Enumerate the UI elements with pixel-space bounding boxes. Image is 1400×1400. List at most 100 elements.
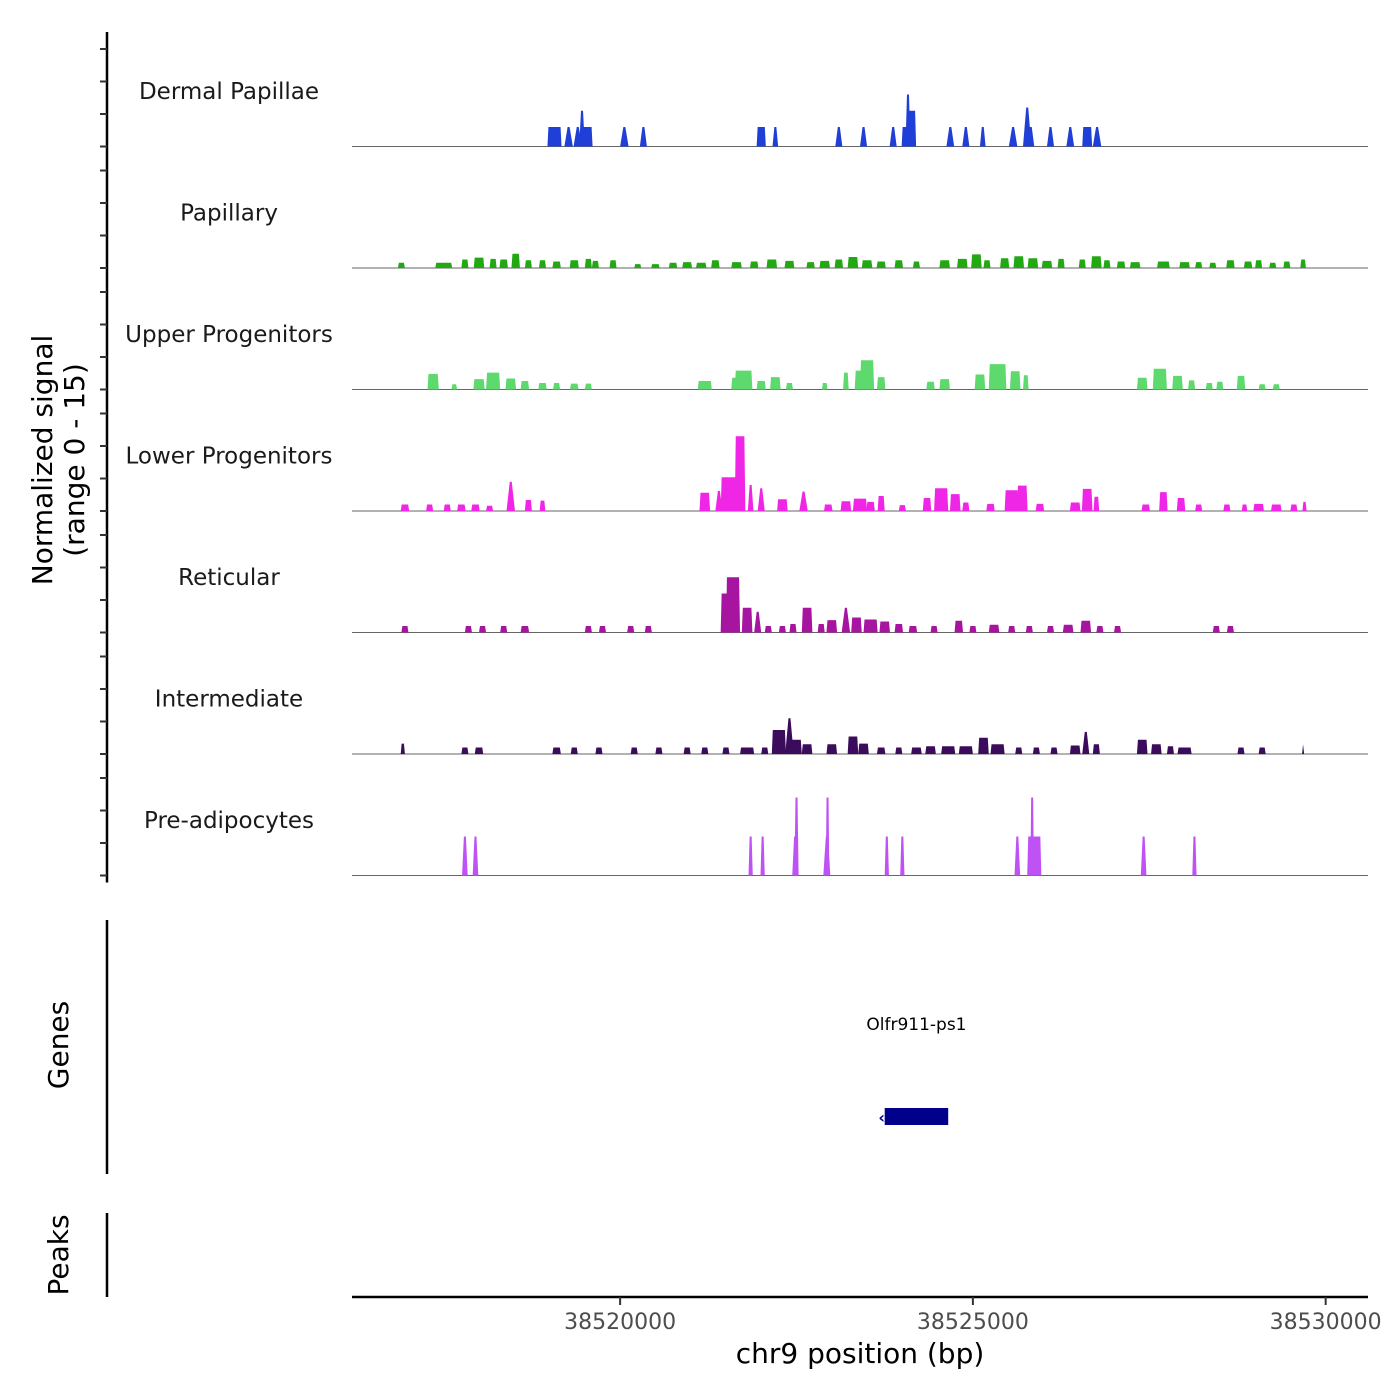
signal-peak: [473, 257, 485, 268]
signal-peak: [538, 383, 547, 390]
signal-peak: [894, 624, 904, 633]
signal-peak: [898, 505, 906, 511]
signal-peak: [974, 374, 986, 390]
signal-peak: [520, 381, 530, 390]
signal-peak: [1209, 262, 1217, 268]
signal-peak: [1027, 127, 1035, 147]
signal-peak: [634, 264, 642, 268]
signal-peak: [1151, 744, 1162, 754]
track-label: Intermediate: [155, 687, 303, 713]
track-upper-progenitors: Upper Progenitors: [125, 322, 1368, 390]
signal-peak: [1116, 261, 1126, 268]
signal-peak: [1080, 620, 1092, 633]
signal-peak: [1253, 503, 1264, 511]
signal-peak: [841, 607, 851, 633]
signal-peak: [826, 744, 838, 754]
signal-peak: [734, 436, 746, 511]
signal-peak: [747, 485, 754, 511]
signal-peak: [570, 747, 578, 754]
signal-peak: [834, 259, 844, 268]
signal-peak: [1008, 127, 1018, 147]
signal-peak: [1014, 836, 1021, 876]
signal-peak: [740, 747, 755, 754]
signal-peak: [1241, 504, 1248, 511]
signal-peak: [1114, 626, 1122, 633]
signal-peak: [731, 262, 742, 268]
signal-peak: [979, 127, 986, 147]
signal-peak: [584, 258, 592, 268]
signal-peak: [1166, 746, 1174, 754]
signal-peak: [1179, 262, 1190, 268]
signal-peak: [715, 490, 723, 511]
signal-peak: [925, 746, 936, 754]
signal-peak: [1243, 261, 1253, 268]
signal-peak: [771, 729, 786, 754]
signal-peak: [505, 378, 517, 390]
signal-peak: [1092, 744, 1100, 754]
signal-peak: [1069, 745, 1081, 754]
signal-peak: [427, 373, 439, 390]
signal-peak: [591, 260, 599, 268]
signal-peak: [988, 364, 1007, 390]
signal-peak: [901, 127, 912, 147]
signal-peak: [1027, 836, 1042, 876]
signal-peak: [489, 258, 497, 268]
signal-peak: [397, 262, 405, 268]
signal-peak: [1081, 488, 1093, 511]
signal-peak: [983, 260, 991, 268]
track-papillary: Papillary: [180, 201, 1368, 269]
signal-peak: [978, 737, 989, 754]
signal-peak: [1035, 503, 1045, 511]
signal-peak: [609, 260, 617, 268]
signal-peak: [500, 626, 508, 633]
signal-peak: [569, 260, 579, 268]
signal-peak: [720, 477, 739, 511]
track-label: Papillary: [180, 201, 278, 227]
signal-peak: [900, 836, 905, 876]
signal-peak: [764, 626, 772, 633]
signal-peak: [1216, 381, 1224, 390]
signal-peak: [511, 253, 520, 268]
track-lower-progenitors: Lower Progenitors: [126, 436, 1368, 512]
gene-name-label: Olfr911-ps1: [866, 1015, 966, 1035]
signal-peak: [912, 261, 920, 268]
x-axis-ticks: 38520000 38525000 38530000: [564, 1297, 1382, 1335]
signal-peak: [851, 617, 862, 633]
signal-peak: [461, 259, 469, 268]
signal-peak: [772, 127, 779, 147]
signal-peak: [840, 501, 852, 511]
signal-peak: [651, 264, 660, 268]
signal-peak: [1136, 739, 1148, 754]
signal-peak: [655, 747, 663, 754]
signal-peak: [858, 743, 869, 754]
signal-peak: [1027, 258, 1039, 268]
signal-peak: [1302, 744, 1305, 754]
signal-peak: [471, 504, 480, 511]
signal-peak: [1096, 626, 1104, 633]
signal-peak: [457, 504, 466, 511]
signal-peak: [861, 260, 873, 268]
signal-peak: [770, 377, 781, 390]
signal-peak: [1032, 747, 1040, 754]
signal-peak: [1140, 836, 1147, 876]
x-tick-label: 38525000: [917, 1310, 1029, 1335]
signal-peak: [479, 626, 487, 633]
signal-peak: [876, 377, 886, 390]
signal-peak: [1258, 747, 1266, 754]
signal-peak: [777, 499, 788, 511]
signal-peak: [826, 620, 838, 633]
genes-panel-title: Genes: [42, 1001, 75, 1089]
signal-peak: [1008, 626, 1016, 633]
strand-arrow-icon: ‹: [878, 1108, 885, 1127]
gene-body[interactable]: [884, 1108, 949, 1125]
y-axis-title: Normalized signal (range 0 - 15): [26, 335, 91, 586]
signal-peak: [520, 626, 530, 633]
signal-peak: [971, 254, 982, 268]
signal-peak: [644, 626, 652, 633]
signal-peak: [734, 370, 753, 390]
signal-peak: [879, 621, 890, 633]
signal-peak: [847, 256, 859, 268]
signal-peak: [630, 747, 638, 754]
signal-peak: [988, 624, 1000, 633]
signal-peak: [926, 381, 935, 390]
